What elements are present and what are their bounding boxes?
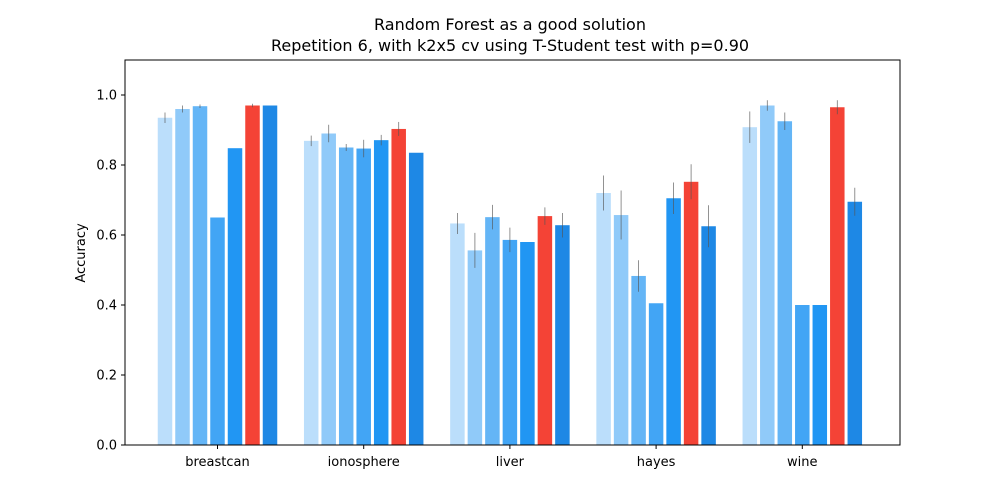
error-bars-group	[164, 100, 856, 292]
bar-hayes-series-2	[613, 215, 629, 445]
y-tick-label: 1.0	[96, 89, 117, 104]
x-tick-label-ionosphere: ionosphere	[328, 455, 400, 470]
bar-breastcan-series-1	[157, 117, 173, 445]
bar-hayes-series-3	[631, 275, 646, 445]
y-tick-label: 0.6	[96, 229, 117, 244]
bar-hayes-series-6	[683, 181, 699, 446]
bar-wine-series-2	[760, 105, 775, 445]
bar-hayes-series-1	[596, 193, 611, 445]
y-tick-label: 0.4	[96, 299, 117, 314]
bar-ionosphere-series-4	[356, 148, 371, 446]
bar-liver-series-3	[485, 217, 500, 445]
bar-wine-series-7	[847, 201, 863, 445]
x-axis-ticks: breastcan ionosphere liver hayes wine	[185, 445, 818, 470]
y-tick-label: 0.2	[96, 369, 117, 384]
y-axis-ticks: 0.0 0.2 0.4 0.6 0.8 1.0	[96, 89, 125, 454]
x-tick-label-liver: liver	[496, 455, 525, 470]
bar-breastcan-series-7	[262, 105, 278, 445]
y-tick-label: 0.8	[96, 159, 117, 174]
bar-hayes-series-4	[648, 303, 664, 445]
x-tick-label-hayes: hayes	[637, 455, 676, 470]
y-axis-label: Accuracy	[74, 223, 89, 283]
bar-breastcan-series-4	[210, 217, 225, 445]
bar-liver-series-7	[555, 225, 570, 445]
bar-ionosphere-series-2	[321, 133, 336, 445]
bar-hayes-series-5	[666, 198, 681, 445]
bar-wine-series-5	[812, 305, 828, 445]
plot-frame	[124, 59, 901, 446]
bar-liver-series-6	[537, 216, 553, 445]
bar-breastcan-series-3	[192, 106, 208, 445]
bar-ionosphere-series-5	[373, 140, 389, 445]
bar-liver-series-1	[450, 223, 465, 445]
bar-liver-series-4	[502, 239, 518, 445]
bars-group	[157, 105, 863, 446]
bar-breastcan-series-6	[245, 105, 260, 445]
chart-subtitle: Repetition 6, with k2x5 cv using T-Stude…	[271, 36, 749, 55]
bar-liver-series-5	[520, 242, 535, 445]
bar-wine-series-1	[742, 127, 758, 445]
bar-ionosphere-series-1	[303, 140, 319, 445]
bar-ionosphere-series-7	[408, 152, 424, 445]
chart-title: Random Forest as a good solution	[374, 15, 646, 34]
bar-wine-series-3	[777, 121, 793, 445]
bar-ionosphere-series-3	[338, 147, 354, 445]
x-tick-label-breastcan: breastcan	[185, 455, 250, 470]
bar-breastcan-series-2	[175, 109, 190, 445]
bar-hayes-series-7	[701, 226, 716, 445]
bar-breastcan-series-5	[227, 148, 243, 445]
bar-wine-series-4	[795, 305, 810, 445]
y-tick-label: 0.0	[96, 439, 117, 454]
bar-liver-series-2	[467, 250, 483, 445]
bar-ionosphere-series-6	[391, 128, 406, 445]
bar-wine-series-6	[830, 107, 845, 445]
x-tick-label-wine: wine	[787, 455, 817, 470]
